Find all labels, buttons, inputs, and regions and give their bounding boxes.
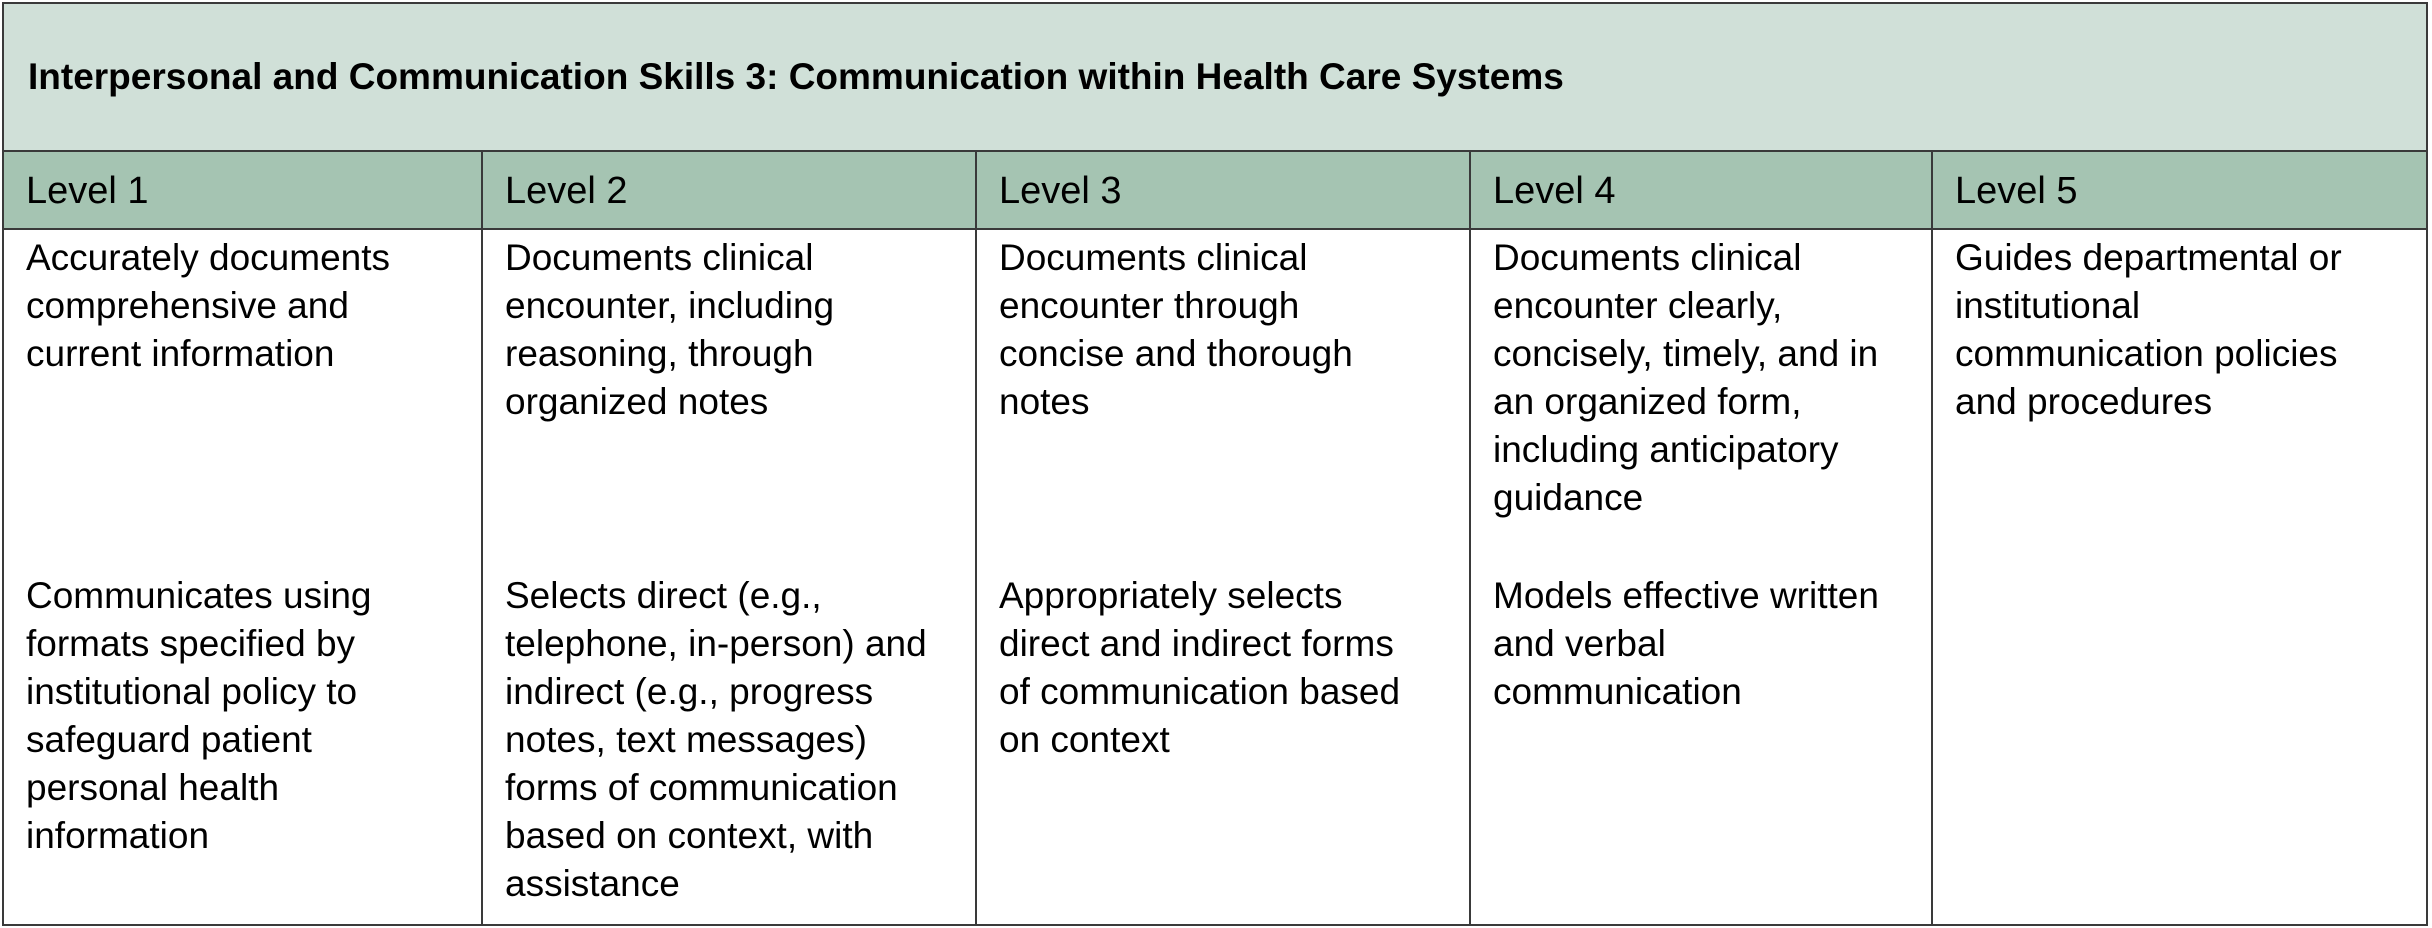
text-line: institutional	[1955, 285, 2141, 326]
text-line: information	[26, 815, 210, 856]
text-line: organized notes	[505, 381, 769, 422]
level-1-cell: Accurately documents comprehensive and c…	[4, 230, 483, 924]
text-line: forms of communication	[505, 767, 898, 808]
text-line: Guides departmental or	[1955, 237, 2342, 278]
text-line: encounter clearly,	[1493, 285, 1783, 326]
text-line: Models effective written	[1493, 575, 1879, 616]
text-line: encounter, including	[505, 285, 835, 326]
header-level-5: Level 5	[1955, 170, 2078, 212]
level-1-milestone-2: Communicates using formats specified by …	[26, 572, 471, 860]
text-line: Documents clinical	[505, 237, 814, 278]
text-line: Documents clinical	[1493, 237, 1802, 278]
level-2-milestone-1: Documents clinical encounter, including …	[505, 234, 965, 426]
text-line: notes, text messages)	[505, 719, 867, 760]
text-line: communication policies	[1955, 333, 2338, 374]
level-4-cell: Documents clinical encounter clearly, co…	[1471, 230, 1933, 924]
header-level-2: Level 2	[483, 152, 977, 228]
text-line: communication	[1493, 671, 1742, 712]
level-4-milestone-1: Documents clinical encounter clearly, co…	[1493, 234, 1921, 522]
text-line: current information	[26, 333, 335, 374]
text-line: reasoning, through	[505, 333, 814, 374]
text-line: on context	[999, 719, 1170, 760]
text-line: notes	[999, 381, 1090, 422]
text-line: Selects direct (e.g.,	[505, 575, 822, 616]
table-title-row: Interpersonal and Communication Skills 3…	[4, 4, 2426, 152]
table-header-row: Level 1 Level 2 Level 3 Level 4 Level 5	[4, 152, 2426, 230]
header-level-1: Level 1	[4, 152, 483, 228]
text-line: formats specified by	[26, 623, 356, 664]
level-4-milestone-2: Models effective written and verbal comm…	[1493, 572, 1921, 716]
text-line: Appropriately selects	[999, 575, 1343, 616]
text-line: Documents clinical	[999, 237, 1308, 278]
level-3-cell: Documents clinical encounter through con…	[977, 230, 1471, 924]
level-1-milestone-1: Accurately documents comprehensive and c…	[26, 234, 471, 378]
level-2-milestone-2: Selects direct (e.g., telephone, in-pers…	[505, 572, 965, 908]
text-line: comprehensive and	[26, 285, 349, 326]
header-level-4: Level 4	[1471, 152, 1933, 228]
text-line: telephone, in-person) and	[505, 623, 927, 664]
level-3-milestone-2: Appropriately selects direct and indirec…	[999, 572, 1459, 764]
text-line: and verbal	[1493, 623, 1666, 664]
text-line: an organized form,	[1493, 381, 1802, 422]
header-level-3: Level 3	[977, 152, 1471, 228]
text-line: guidance	[1493, 477, 1644, 518]
text-line: institutional policy to	[26, 671, 358, 712]
text-line: assistance	[505, 863, 680, 904]
text-line: Communicates using	[26, 575, 372, 616]
text-line: direct and indirect forms	[999, 623, 1394, 664]
level-3-milestone-1: Documents clinical encounter through con…	[999, 234, 1459, 426]
level-2-cell: Documents clinical encounter, including …	[483, 230, 977, 924]
text-line: of communication based	[999, 671, 1401, 712]
text-line: safeguard patient	[26, 719, 312, 760]
text-line: including anticipatory	[1493, 429, 1839, 470]
text-line: based on context, with	[505, 815, 874, 856]
text-line: personal health	[26, 767, 280, 808]
text-line: encounter through	[999, 285, 1300, 326]
level-5-milestone-1: Guides departmental or institutional com…	[1955, 234, 2416, 426]
text-line: indirect (e.g., progress	[505, 671, 874, 712]
text-line: Accurately documents	[26, 237, 391, 278]
table-title: Interpersonal and Communication Skills 3…	[28, 56, 1564, 97]
table-body: Accurately documents comprehensive and c…	[4, 230, 2426, 924]
text-line: concise and thorough	[999, 333, 1353, 374]
level-5-cell: Guides departmental or institutional com…	[1933, 230, 2426, 924]
text-line: concisely, timely, and in	[1493, 333, 1879, 374]
text-line: and procedures	[1955, 381, 2213, 422]
